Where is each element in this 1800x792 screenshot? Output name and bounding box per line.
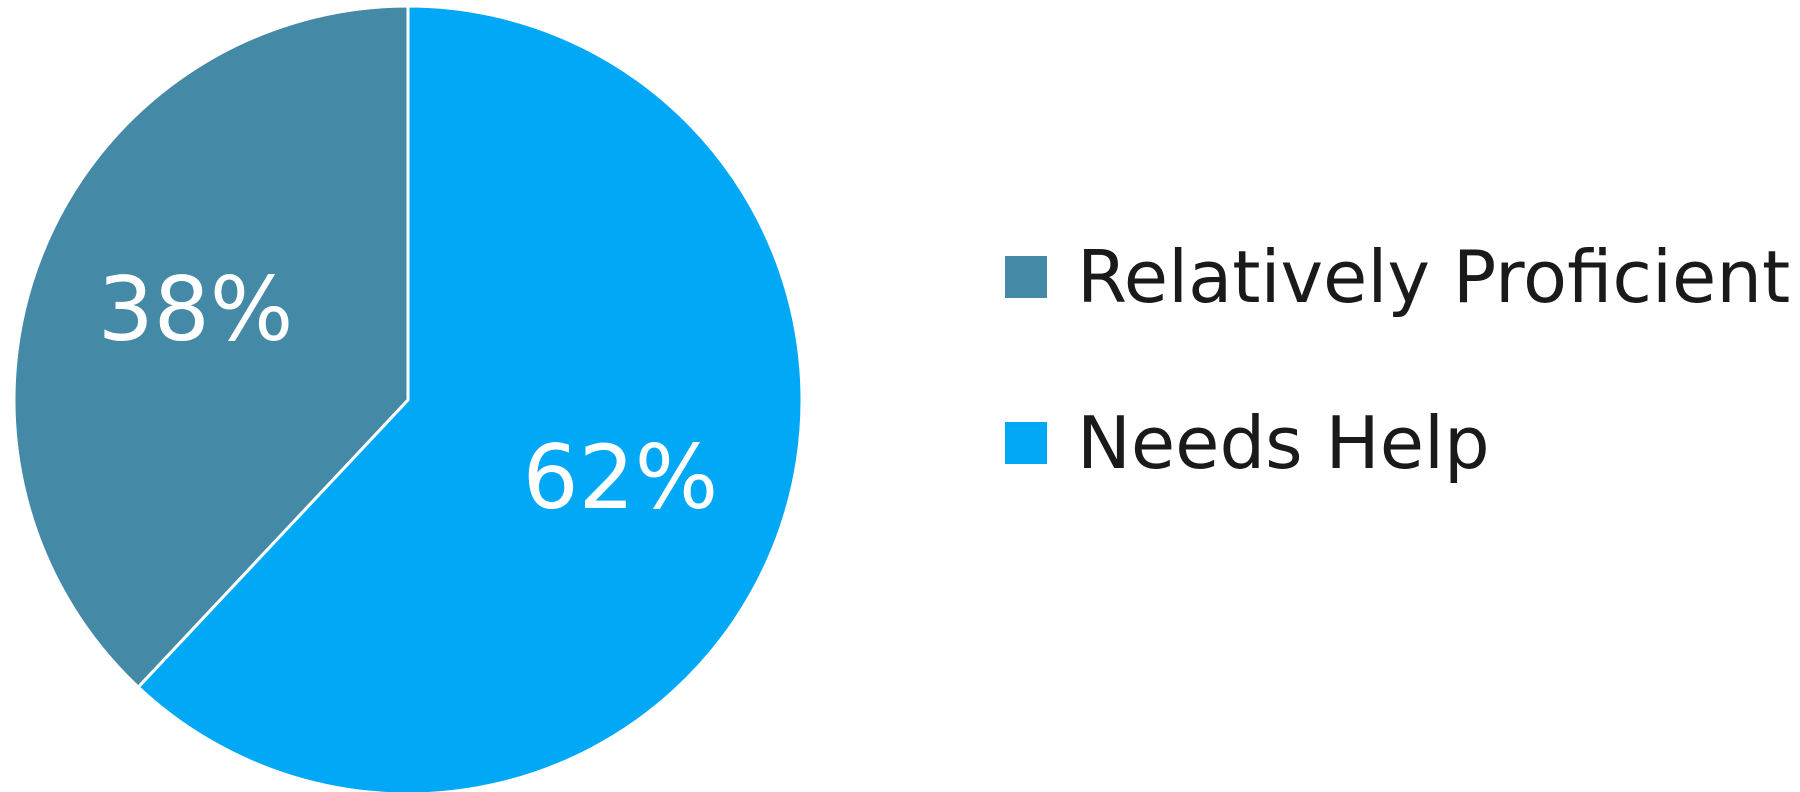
chart-legend: Relatively Proficient Needs Help <box>1005 232 1790 488</box>
legend-item-relatively-proficient: Relatively Proficient <box>1005 232 1790 322</box>
pie-label-relatively-proficient: 38% <box>98 258 294 361</box>
legend-label-relatively-proficient: Relatively Proficient <box>1077 235 1791 319</box>
legend-swatch-needs-help <box>1005 422 1047 464</box>
legend-swatch-relatively-proficient <box>1005 256 1047 298</box>
legend-label-needs-help: Needs Help <box>1077 401 1490 485</box>
legend-item-needs-help: Needs Help <box>1005 398 1790 488</box>
pie-slice-relatively-proficient <box>12 4 410 689</box>
pie-slice-needs-help <box>136 4 804 792</box>
pie-label-needs-help: 62% <box>523 426 719 529</box>
